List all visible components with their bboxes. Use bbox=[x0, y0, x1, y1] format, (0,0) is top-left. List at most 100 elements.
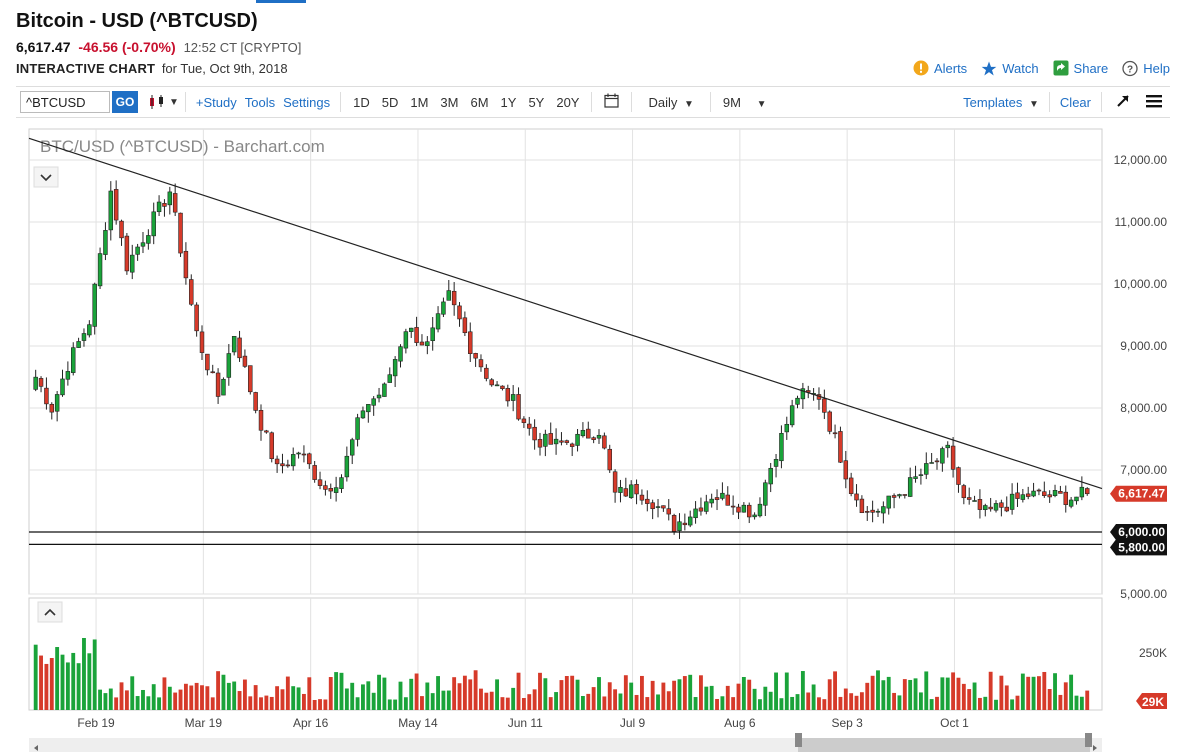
candle-body bbox=[596, 434, 602, 439]
candle-body bbox=[317, 479, 323, 486]
volume-bar bbox=[210, 697, 215, 710]
scroll-handle-left[interactable] bbox=[795, 733, 802, 747]
chart-area[interactable]: 5,000.00 6,000.00 7,000.00 8,000.00 9,000.00… bbox=[0, 124, 1184, 755]
watch-link[interactable]: Watch bbox=[981, 60, 1039, 76]
volume-bar bbox=[151, 684, 156, 710]
candle-body bbox=[333, 487, 339, 493]
expand-icon[interactable] bbox=[1108, 94, 1138, 111]
range-1d[interactable]: 1D bbox=[353, 94, 370, 110]
volume-bar bbox=[597, 677, 601, 710]
volume-bar bbox=[817, 697, 821, 710]
scrollbar-thumb[interactable] bbox=[798, 738, 1090, 752]
candle-body bbox=[977, 499, 983, 510]
range-6m[interactable]: 6M bbox=[470, 94, 489, 110]
volume-bar bbox=[715, 698, 719, 710]
candle-body bbox=[392, 359, 398, 377]
candle-body bbox=[264, 430, 269, 433]
candle-body bbox=[843, 460, 849, 480]
candle-body bbox=[677, 521, 682, 532]
candle-body bbox=[441, 301, 446, 315]
price-chart[interactable]: 5,000.00 6,000.00 7,000.00 8,000.00 9,000.00… bbox=[0, 124, 1184, 755]
volume-bar bbox=[1042, 671, 1047, 710]
volume-bar bbox=[704, 686, 709, 710]
interval-select[interactable]: Daily ▼ bbox=[638, 95, 703, 110]
alert-icon bbox=[913, 60, 929, 76]
scroll-left-icon[interactable] bbox=[34, 745, 38, 751]
range-5d[interactable]: 5D bbox=[381, 94, 399, 110]
x-tick-label: Jun 11 bbox=[508, 716, 543, 730]
volume-bar bbox=[398, 681, 403, 710]
candle-body bbox=[993, 503, 999, 511]
volume-bar bbox=[242, 679, 247, 710]
volume-bar bbox=[361, 684, 365, 710]
x-tick-label: May 14 bbox=[398, 716, 438, 730]
volume-bar bbox=[500, 697, 505, 710]
subtitle-date: for Tue, Oct 9th, 2018 bbox=[161, 61, 288, 76]
candle-body bbox=[414, 327, 419, 343]
candle-body bbox=[591, 437, 596, 440]
scroll-right-icon[interactable] bbox=[1093, 745, 1097, 751]
volume-bar bbox=[945, 677, 950, 710]
volume-bar bbox=[1058, 694, 1063, 710]
range-1m[interactable]: 1M bbox=[410, 94, 429, 110]
candle-body bbox=[505, 388, 511, 402]
settings-button[interactable]: Settings bbox=[283, 94, 331, 110]
x-tick-label: Jul 9 bbox=[620, 716, 646, 730]
candle-body bbox=[398, 346, 403, 362]
volume-last-tag: 29K bbox=[1136, 693, 1167, 709]
tools-button[interactable]: Tools bbox=[244, 94, 276, 110]
volume-bar bbox=[650, 680, 655, 710]
candle-body bbox=[607, 448, 612, 471]
period-select[interactable]: 9M ▼ bbox=[717, 95, 773, 110]
candle-body bbox=[773, 459, 779, 467]
volume-bar bbox=[436, 676, 440, 710]
volume-bar bbox=[387, 699, 392, 710]
candle-body bbox=[355, 417, 360, 440]
candle-body bbox=[666, 508, 671, 515]
volume-bar bbox=[489, 691, 494, 710]
candle-body bbox=[108, 190, 114, 231]
menu-icon[interactable] bbox=[1138, 94, 1170, 111]
candle-body bbox=[146, 235, 151, 244]
candle-body bbox=[65, 371, 71, 380]
collapse-price-button[interactable] bbox=[33, 166, 59, 188]
candle-body bbox=[425, 341, 430, 347]
share-link[interactable]: Share bbox=[1053, 60, 1108, 76]
horizontal-scrollbar[interactable] bbox=[29, 733, 1102, 752]
range-3m[interactable]: 3M bbox=[440, 94, 459, 110]
collapse-volume-button[interactable] bbox=[37, 601, 63, 623]
candle-body bbox=[618, 486, 623, 493]
volume-bar bbox=[505, 697, 510, 710]
help-icon: ? bbox=[1122, 60, 1138, 76]
add-study-button[interactable]: +Study bbox=[195, 94, 237, 110]
range-20y[interactable]: 20Y bbox=[556, 94, 580, 110]
trendline[interactable] bbox=[28, 137, 1103, 490]
calendar-icon[interactable] bbox=[598, 93, 625, 111]
candle-body bbox=[242, 355, 248, 367]
candle-body bbox=[612, 471, 618, 493]
symbol-input[interactable] bbox=[20, 91, 110, 113]
volume-bar bbox=[634, 694, 639, 710]
chart-type-button[interactable]: ▼ bbox=[148, 95, 179, 109]
candle-body bbox=[419, 341, 425, 346]
volume-bar bbox=[124, 690, 129, 710]
chevron-down-icon bbox=[40, 174, 52, 182]
go-button[interactable]: GO bbox=[112, 91, 138, 113]
templates-button[interactable]: Templates ▼ bbox=[959, 95, 1043, 110]
alerts-link[interactable]: Alerts bbox=[913, 60, 967, 76]
scroll-handle-right[interactable] bbox=[1085, 733, 1092, 747]
volume-bar bbox=[1020, 673, 1025, 710]
candle-body bbox=[929, 462, 934, 464]
candle-body bbox=[103, 230, 108, 255]
candle-body bbox=[564, 440, 570, 443]
candle-body bbox=[97, 253, 103, 287]
volume-bar bbox=[1085, 690, 1090, 710]
range-1y[interactable]: 1Y bbox=[500, 94, 517, 110]
candle-body bbox=[33, 376, 38, 390]
range-5y[interactable]: 5Y bbox=[528, 94, 545, 110]
help-link[interactable]: ? Help bbox=[1122, 60, 1170, 76]
candle-body bbox=[537, 439, 543, 448]
candle-body bbox=[639, 494, 645, 501]
volume-bar bbox=[731, 697, 736, 710]
clear-button[interactable]: Clear bbox=[1059, 94, 1091, 110]
